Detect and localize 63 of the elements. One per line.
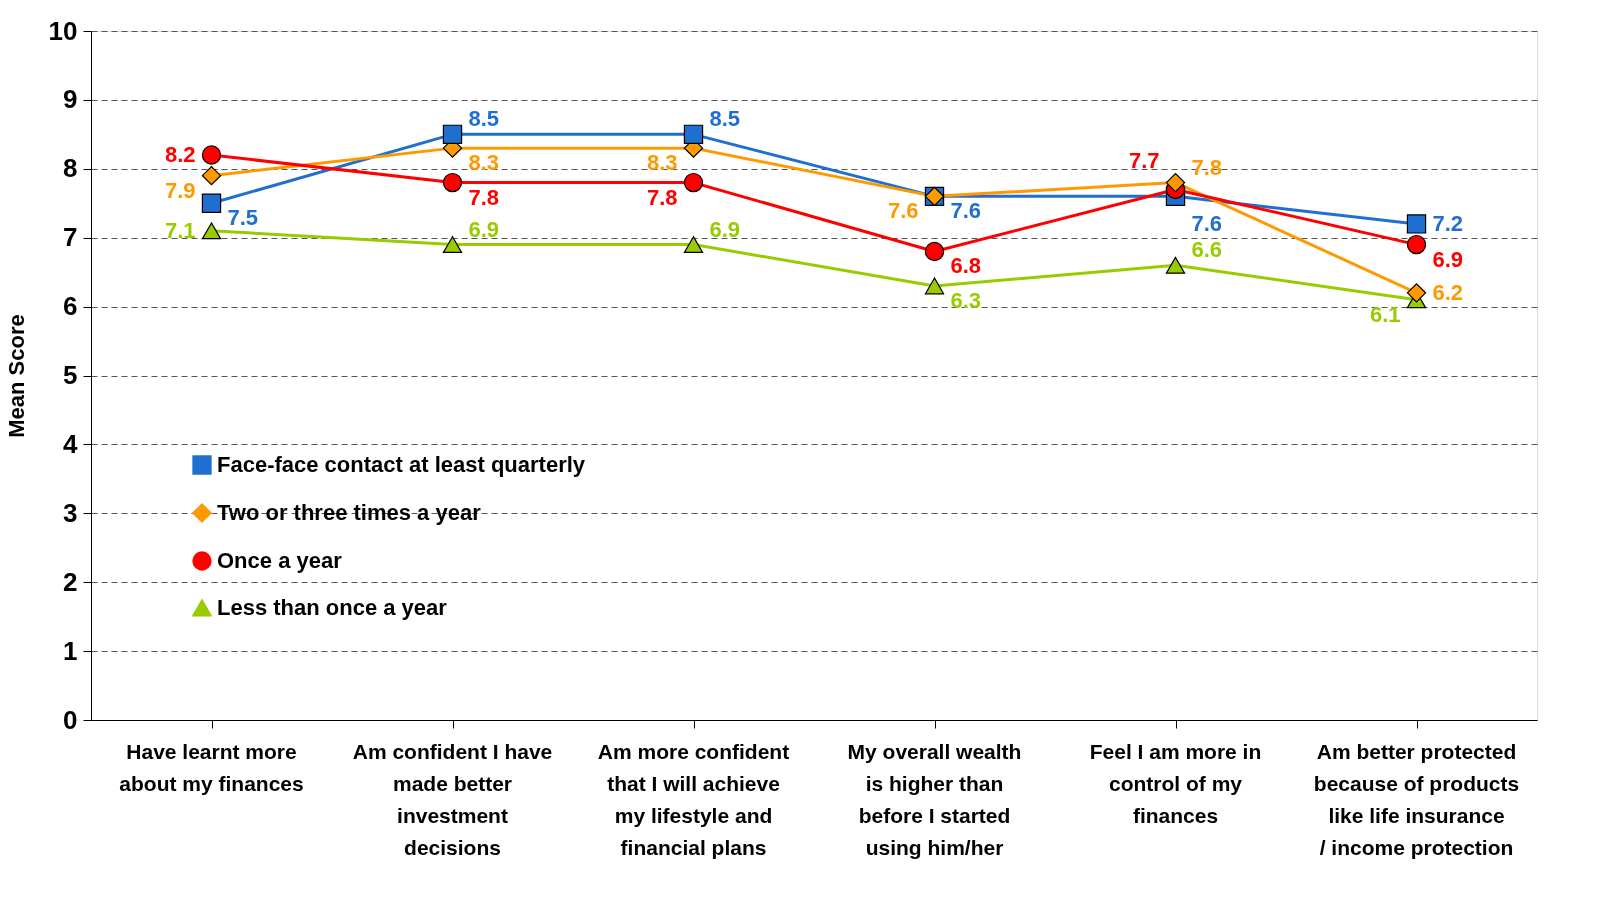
- data-label: 7.2: [1432, 210, 1464, 236]
- point: [683, 236, 704, 254]
- point: [924, 241, 945, 262]
- point: [1406, 234, 1427, 255]
- point: [442, 236, 463, 254]
- data-label: 6.9: [1432, 246, 1464, 272]
- data-label: 8.3: [468, 150, 500, 176]
- data-label: 6.6: [1191, 237, 1223, 263]
- y-tick-label: 7: [63, 222, 78, 253]
- data-label: 7.8: [1191, 154, 1223, 180]
- y-tick-label: 8: [63, 153, 78, 184]
- x-tick-label: Have learnt more about my finances: [119, 740, 304, 795]
- point: [683, 172, 704, 193]
- y-tick-label: 4: [63, 428, 79, 459]
- data-label: 7.6: [887, 198, 919, 224]
- data-label: 8.5: [468, 106, 500, 132]
- point: [201, 145, 222, 165]
- data-label: 6.1: [1369, 301, 1401, 327]
- x-tick-label: Am more confident that I will achieve my lifestyle and financial plans: [597, 740, 790, 859]
- x-tick-label: My overall wealth is higher than before I started using him/her: [847, 740, 1022, 859]
- x-tick-label: Am confident I have made better investment decisions: [352, 740, 553, 859]
- data-label: 7.9: [164, 177, 196, 203]
- data-label: 7.6: [950, 198, 982, 224]
- x-tick-label: Am better protected because of products like life insurance / income protection: [1313, 740, 1520, 859]
- data-label: 6.8: [950, 253, 982, 279]
- data-label: 7.7: [1128, 148, 1160, 174]
- y-tick-label: 3: [63, 497, 78, 528]
- data-label: 6.2: [1432, 279, 1464, 305]
- point: [201, 193, 222, 213]
- y-tick-label: 6: [63, 291, 78, 322]
- data-label: 6.9: [709, 216, 741, 242]
- legend-label: Less than once a year: [217, 595, 448, 620]
- data-label: 8.3: [646, 150, 678, 176]
- data-label: 8.5: [709, 106, 741, 132]
- y-tick-label: 9: [63, 84, 78, 115]
- point: [683, 124, 704, 145]
- legend-label: Face-face contact at least quarterly: [217, 452, 586, 477]
- y-tick-label: 5: [63, 360, 78, 390]
- point: [924, 277, 945, 295]
- y-tick-label: 2: [63, 566, 78, 597]
- point: [1406, 283, 1427, 303]
- point: [442, 124, 463, 145]
- point: [442, 172, 463, 193]
- legend-label: Two or three times a year: [217, 500, 482, 525]
- y-tick-label: 1: [63, 635, 78, 666]
- x-tick-label: Feel I am more in control of my finances: [1089, 740, 1262, 827]
- data-label: 7.8: [468, 184, 500, 210]
- point: [201, 166, 222, 186]
- data-label: 6.3: [950, 287, 982, 313]
- data-label: 7.6: [1191, 211, 1223, 237]
- data-label: 7.8: [646, 184, 678, 210]
- y-tick-label: 0: [63, 704, 78, 735]
- point: [1165, 256, 1186, 274]
- y-tick-label: 10: [48, 15, 78, 46]
- point: [201, 222, 222, 240]
- data-label: 7.1: [164, 217, 196, 243]
- data-label: 7.5: [227, 205, 259, 231]
- legend-label: Once a year: [217, 548, 343, 573]
- point: [1406, 214, 1427, 234]
- data-label: 6.9: [468, 216, 500, 242]
- point: [1165, 172, 1186, 193]
- data-label: 8.2: [164, 142, 196, 168]
- y-axis-title: Mean Score: [3, 314, 29, 438]
